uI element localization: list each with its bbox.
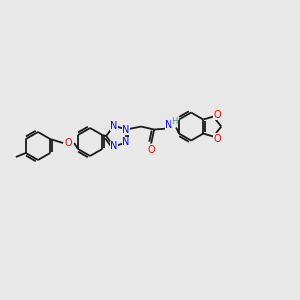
Text: N: N bbox=[110, 142, 118, 152]
Text: N: N bbox=[166, 119, 173, 130]
Text: O: O bbox=[214, 110, 221, 119]
Text: H: H bbox=[171, 117, 177, 126]
Text: N: N bbox=[122, 137, 130, 148]
Text: O: O bbox=[214, 134, 221, 143]
Text: N: N bbox=[110, 121, 118, 130]
Text: O: O bbox=[147, 145, 155, 154]
Text: N: N bbox=[122, 124, 130, 134]
Text: O: O bbox=[64, 138, 72, 148]
